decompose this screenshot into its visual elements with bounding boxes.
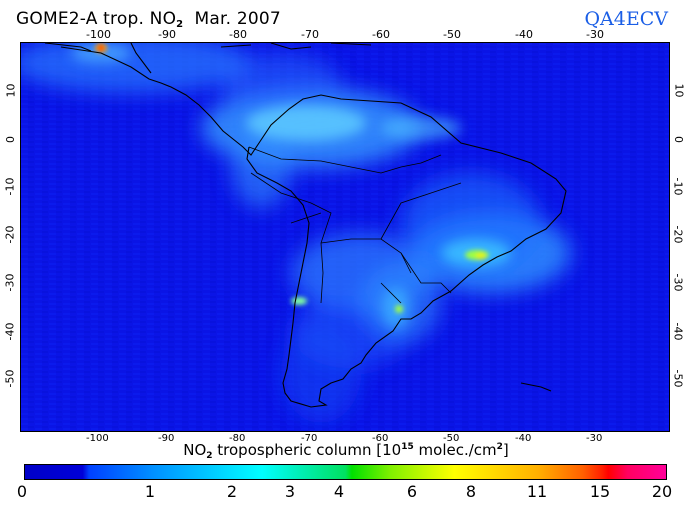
title-text: GOME2-A trop. NO: [16, 9, 177, 29]
colorbar-tick-label: 1: [144, 482, 156, 501]
brand-label: QA4ECV: [584, 8, 668, 30]
no2-enhanced-regions: [71, 43, 511, 328]
colorbar-tick-label: 4: [333, 482, 345, 501]
xlabel-part: NO: [183, 441, 207, 459]
right-lat-tick: 0: [672, 136, 685, 143]
colorbar: [24, 464, 667, 480]
colorbar-tick-label: 0: [16, 482, 28, 501]
xlabel-part: tropospheric column [10: [212, 441, 402, 459]
bottom-lon-tick: -70: [301, 433, 318, 444]
right-lat-tick: -20: [671, 225, 685, 244]
bottom-lon-tick: -50: [443, 433, 460, 444]
coastlines: [44, 43, 567, 408]
bottom-lon-tick: -100: [86, 433, 109, 444]
left-lat-tick: 10: [4, 83, 18, 98]
bottom-lon-tick: -60: [372, 433, 389, 444]
xlabel-part: ]: [502, 441, 509, 459]
colorbar-tick-label: 2: [226, 482, 238, 501]
top-lon-tick: -30: [586, 28, 604, 41]
bottom-lon-tick: -30: [586, 433, 603, 444]
left-lat-tick: -40: [3, 322, 17, 341]
top-lon-tick: -90: [158, 28, 176, 41]
top-lon-tick: -70: [301, 28, 319, 41]
bottom-lon-tick: -40: [515, 433, 532, 444]
right-lat-tick: -40: [671, 322, 685, 341]
left-lat-tick: 0: [4, 136, 17, 143]
right-lat-tick: -30: [671, 273, 685, 292]
bottom-lon-tick: -80: [229, 433, 246, 444]
right-lat-tick: 10: [672, 83, 686, 98]
xlabel-part: molec./cm: [413, 441, 497, 459]
colorbar-tick-label: 3: [284, 482, 296, 501]
colorbar-tick-label: 11: [526, 482, 548, 501]
colorbar-tick-label: 6: [406, 482, 418, 501]
top-lon-tick: -50: [443, 28, 461, 41]
top-lon-tick: -40: [515, 28, 533, 41]
colorbar-tick-label: 20: [651, 482, 673, 501]
colorbar-title: NO2 tropospheric column [1015 molec./cm2…: [0, 441, 692, 461]
country-borders: [248, 146, 462, 304]
left-lat-tick: -50: [3, 369, 17, 388]
top-lon-tick: -80: [229, 28, 247, 41]
map-title: GOME2-A trop. NO2 Mar. 2007: [16, 9, 281, 30]
map-canvas: [21, 43, 669, 431]
no2-map: [20, 42, 670, 432]
left-lat-tick: -30: [3, 273, 17, 292]
xlabel-subscript: 2: [206, 451, 213, 461]
right-lat-tick: -10: [671, 177, 685, 196]
colorbar-tick-label: 15: [589, 482, 611, 501]
title-date: Mar. 2007: [183, 9, 281, 29]
left-lat-tick: -20: [3, 225, 17, 244]
title-subscript: 2: [176, 19, 184, 30]
bottom-lon-tick: -90: [158, 433, 175, 444]
right-lat-tick: -50: [671, 369, 685, 388]
xlabel-superscript: 15: [401, 442, 414, 452]
xlabel-superscript: 2: [496, 442, 503, 452]
colorbar-tick-label: 8: [465, 482, 477, 501]
left-lat-tick: -10: [3, 177, 17, 196]
top-lon-tick: -60: [372, 28, 390, 41]
top-lon-tick: -100: [86, 28, 111, 41]
